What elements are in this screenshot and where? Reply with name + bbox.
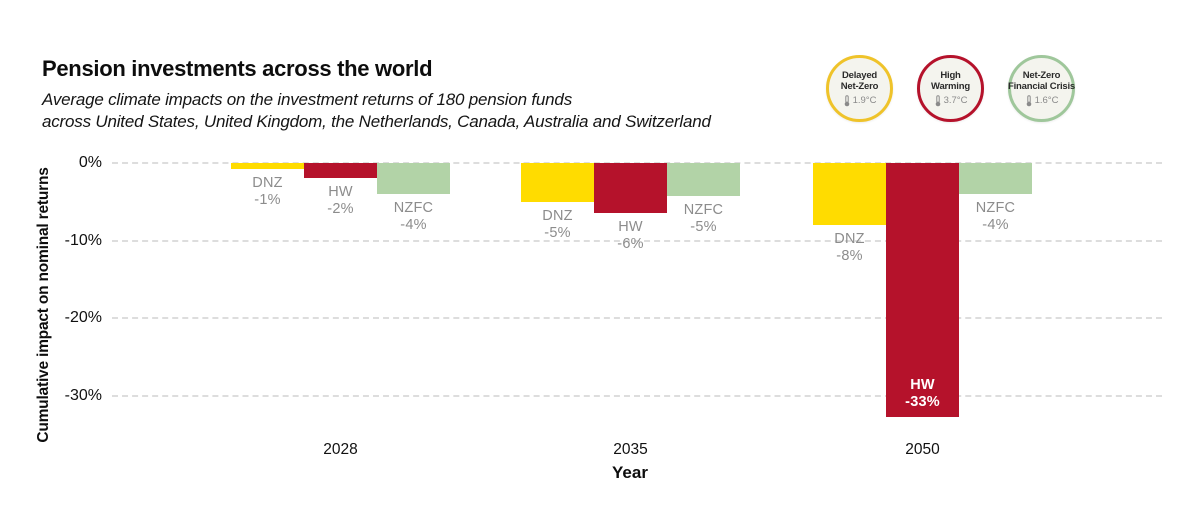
chart-subtitle-line2: across United States, United Kingdom, th… <box>42 112 711 131</box>
gridline--10% <box>112 239 1162 242</box>
bar-label-2028-HW: HW -2% <box>294 184 387 218</box>
scenario-badge-label: High <box>940 70 961 81</box>
y-tick-label: 0% <box>78 154 102 171</box>
x-axis-title: Year <box>612 463 648 482</box>
bar-code-label: HW <box>618 219 643 235</box>
bar-2028-NZFC <box>377 163 450 194</box>
bar-code-label: NZFC <box>683 202 724 218</box>
bar-value-label: -5% <box>544 225 571 241</box>
bar-2035-HW <box>594 163 667 213</box>
scenario-badge-label: Financial Crisis <box>1007 81 1076 92</box>
bar-code-label: HW <box>910 377 935 393</box>
bar-2028-DNZ <box>231 163 304 169</box>
scenario-badge-label: Net-Zero <box>840 81 879 92</box>
y-tick-label: -30% <box>64 386 102 404</box>
x-tick-label-2050: 2050 <box>905 441 940 458</box>
scenario-badge-label: Warming <box>931 81 970 92</box>
scenario-badge-delayed-net-zero: Delayed Net-Zero 1.9°C <box>826 55 893 122</box>
bar-2050-HW <box>886 163 959 417</box>
bar-2050-DNZ <box>813 163 886 225</box>
y-tick-label: -20% <box>64 309 102 326</box>
y-tick-label: -10% <box>64 231 102 249</box>
scenario-badge-temperature: 1.6°C <box>1025 95 1059 107</box>
bar-code-label: NZFC <box>975 200 1016 216</box>
bar-code-label: DNZ <box>252 175 283 191</box>
scenario-badge-label: Net-Zero <box>1022 70 1061 81</box>
temperature-value: 1.9°C <box>852 95 877 106</box>
bar-label-2050-NZFC: NZFC -4% <box>949 200 1042 234</box>
bar-label-2028-DNZ: DNZ -1% <box>221 175 314 209</box>
bar-value-label: -8% <box>836 248 863 264</box>
bar-label-2050-DNZ: DNZ -8% <box>803 231 896 265</box>
temperature-value: 1.6°C <box>1034 95 1059 106</box>
bar-code-label: NZFC <box>393 200 434 216</box>
bar-code-label: DNZ <box>542 208 573 224</box>
chart-header: Pension investments across the world Ave… <box>42 56 711 133</box>
scenario-badge-high-warming: High Warming 3.7°C <box>917 55 984 122</box>
gridline--20% <box>112 317 1162 319</box>
thermometer-icon <box>1026 95 1031 107</box>
scenario-badge-label: Delayed <box>841 70 878 81</box>
bar-2035-NZFC <box>667 163 740 196</box>
bar-code-label: DNZ <box>834 231 865 247</box>
x-tick-label-2035: 2035 <box>613 441 648 458</box>
scenario-legend: Delayed Net-Zero 1.9°C High Warming 3.7°C Net-… <box>826 55 1075 122</box>
chart-subtitle-line1: Average climate impacts on the investmen… <box>42 90 572 109</box>
bar-2035-DNZ <box>521 163 594 202</box>
bar-label-2035-HW: HW -6% <box>584 219 677 253</box>
bar-2028-HW <box>304 163 377 178</box>
y-axis-title: Cumulative impact on nominal returns <box>35 167 52 443</box>
bar-label-2035-NZFC: NZFC -5% <box>657 202 750 236</box>
bar-code-label: HW <box>328 184 353 200</box>
bar-value-label: -4% <box>982 217 1009 233</box>
gridline--30% <box>112 394 1162 397</box>
bar-value-label: -6% <box>617 236 644 252</box>
bar-value-label: -1% <box>254 192 281 208</box>
bar-label-2028-NZFC: NZFC -4% <box>367 200 460 234</box>
scenario-badge-temperature: 1.9°C <box>843 95 877 107</box>
bar-2050-NZFC <box>959 163 1032 194</box>
bar-value-label: -2% <box>327 201 354 217</box>
temperature-value: 3.7°C <box>943 95 968 106</box>
bar-label-2050-HW: HW -33% <box>876 377 969 411</box>
bar-label-2035-DNZ: DNZ -5% <box>511 208 604 242</box>
scenario-badge-temperature: 3.7°C <box>934 95 968 107</box>
chart-title: Pension investments across the world <box>42 56 433 81</box>
scenario-badge-net-zero-financial crisis: Net-Zero Financial Crisis 1.6°C <box>1008 55 1075 122</box>
bar-value-label: -33% <box>905 394 940 410</box>
x-tick-label-2028: 2028 <box>323 441 358 458</box>
bar-value-label: -5% <box>690 219 717 235</box>
thermometer-icon <box>935 95 940 107</box>
bar-value-label: -4% <box>400 217 427 233</box>
thermometer-icon <box>844 95 849 107</box>
